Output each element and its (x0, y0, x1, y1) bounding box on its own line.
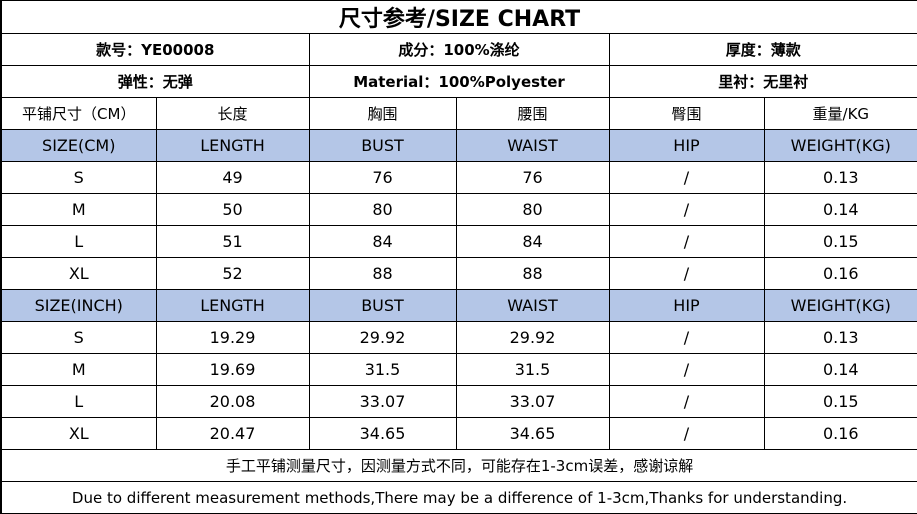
table-cell: / (608, 161, 765, 194)
page-title: 尺寸参考/SIZE CHART (0, 0, 917, 34)
table-cell: XL (0, 257, 157, 290)
table-cell: 49 (155, 161, 310, 194)
table-cell: XL (0, 417, 157, 450)
composition: 成分：100%涤纶 (308, 33, 610, 66)
table-cell: 51 (155, 225, 310, 258)
table-cell: / (608, 417, 765, 450)
header-cell: WAIST (455, 289, 610, 322)
cn-header-cell: 平铺尺寸（CM） (0, 97, 157, 130)
table-cell: S (0, 161, 157, 194)
table-cell: L (0, 225, 157, 258)
header-cell: HIP (608, 129, 765, 162)
table-cell: 80 (308, 193, 457, 226)
cn-header-cell: 腰围 (455, 97, 610, 130)
table-cell: / (608, 193, 765, 226)
cn-header-cell: 长度 (155, 97, 310, 130)
table-cell: M (0, 353, 157, 386)
cn-header-row: 平铺尺寸（CM） 长度 胸围 腰围 臀围 重量/KG (0, 97, 917, 130)
table-cell: 0.16 (763, 417, 917, 450)
table-cell: 34.65 (308, 417, 457, 450)
table-cell: 76 (455, 161, 610, 194)
material: Material：100%Polyester (308, 65, 610, 98)
cn-header-cell: 胸围 (308, 97, 457, 130)
table-cell: L (0, 385, 157, 418)
table-cell: 52 (155, 257, 310, 290)
header-cell: BUST (308, 129, 457, 162)
header-cell: WEIGHT(KG) (763, 129, 917, 162)
thickness: 厚度：薄款 (608, 33, 917, 66)
table-cell: 33.07 (308, 385, 457, 418)
header-cell: HIP (608, 289, 765, 322)
table-cell: 20.47 (155, 417, 310, 450)
table-cell: 0.14 (763, 193, 917, 226)
cn-header-cell: 臀围 (608, 97, 765, 130)
style-number: 款号：YE00008 (0, 33, 310, 66)
table-cell: 76 (308, 161, 457, 194)
table-row: XL 52 88 88 / 0.16 (0, 257, 917, 290)
table-cell: 0.15 (763, 225, 917, 258)
table-cell: / (608, 225, 765, 258)
table-cell: 0.13 (763, 321, 917, 354)
table-cell: / (608, 257, 765, 290)
table-cell: 19.29 (155, 321, 310, 354)
cm-header-row: SIZE(CM) LENGTH BUST WAIST HIP WEIGHT(KG… (0, 129, 917, 162)
table-cell: 34.65 (455, 417, 610, 450)
table-row: L 51 84 84 / 0.15 (0, 225, 917, 258)
table-cell: 29.92 (455, 321, 610, 354)
table-row: M 50 80 80 / 0.14 (0, 193, 917, 226)
table-cell: 50 (155, 193, 310, 226)
header-cell: WEIGHT(KG) (763, 289, 917, 322)
table-cell: / (608, 385, 765, 418)
elasticity: 弹性：无弹 (0, 65, 310, 98)
table-cell: 0.15 (763, 385, 917, 418)
table-cell: 33.07 (455, 385, 610, 418)
table-row: S 49 76 76 / 0.13 (0, 161, 917, 194)
table-cell: 31.5 (308, 353, 457, 386)
table-row: XL 20.47 34.65 34.65 / 0.16 (0, 417, 917, 450)
table-cell: 84 (308, 225, 457, 258)
table-cell: 19.69 (155, 353, 310, 386)
table-cell: S (0, 321, 157, 354)
table-cell: / (608, 353, 765, 386)
table-cell: 20.08 (155, 385, 310, 418)
table-cell: 88 (308, 257, 457, 290)
table-cell: 0.16 (763, 257, 917, 290)
table-cell: 80 (455, 193, 610, 226)
header-cell: BUST (308, 289, 457, 322)
note-chinese: 手工平铺测量尺寸，因测量方式不同，可能存在1-3cm误差，感谢谅解 (0, 449, 917, 482)
table-cell: / (608, 321, 765, 354)
header-cell: WAIST (455, 129, 610, 162)
header-cell: LENGTH (155, 129, 310, 162)
table-cell: 84 (455, 225, 610, 258)
table-cell: M (0, 193, 157, 226)
table-cell: 0.13 (763, 161, 917, 194)
header-cell: LENGTH (155, 289, 310, 322)
header-cell: SIZE(CM) (0, 129, 157, 162)
table-cell: 29.92 (308, 321, 457, 354)
cn-header-cell: 重量/KG (763, 97, 917, 130)
header-cell: SIZE(INCH) (0, 289, 157, 322)
note-english: Due to different measurement methods,The… (0, 481, 917, 514)
table-row: L 20.08 33.07 33.07 / 0.15 (0, 385, 917, 418)
inch-header-row: SIZE(INCH) LENGTH BUST WAIST HIP WEIGHT(… (0, 289, 917, 322)
table-row: S 19.29 29.92 29.92 / 0.13 (0, 321, 917, 354)
table-cell: 88 (455, 257, 610, 290)
table-row: M 19.69 31.5 31.5 / 0.14 (0, 353, 917, 386)
table-cell: 0.14 (763, 353, 917, 386)
lining: 里衬：无里衬 (608, 65, 917, 98)
table-cell: 31.5 (455, 353, 610, 386)
